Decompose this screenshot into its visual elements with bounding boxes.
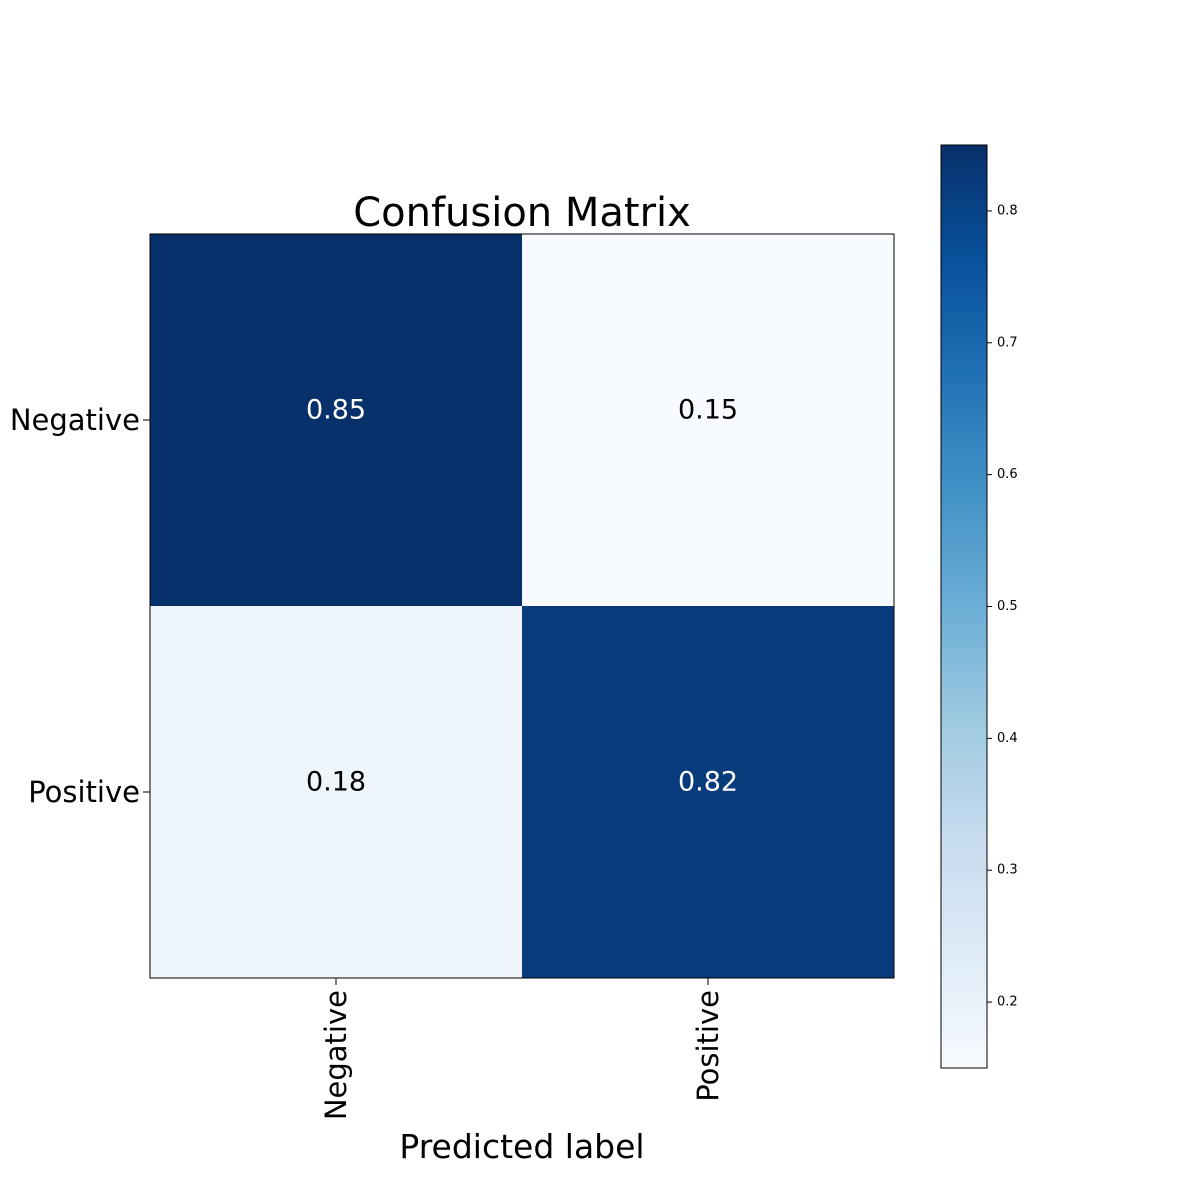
cell-value-0-1: 0.15	[678, 395, 738, 426]
y-tick-label-0: Negative	[10, 403, 140, 437]
heatmap-cells	[150, 234, 894, 978]
x-tick-label-0: Negative	[319, 990, 353, 1120]
heatmap-cell-0-1	[522, 234, 894, 606]
heatmap-cell-labels: 0.85 0.15 0.18 0.82	[306, 395, 738, 798]
x-axis-label: Predicted label	[399, 1127, 644, 1166]
x-tick-label-1: Positive	[691, 990, 725, 1102]
heatmap-cell-1-0	[150, 606, 522, 978]
colorbar-tick-label-4: 0.6	[997, 467, 1018, 482]
colorbar-tick-label-3: 0.5	[997, 599, 1018, 614]
heatmap-cell-0-0	[150, 234, 522, 606]
heatmap-cell-1-1	[522, 606, 894, 978]
y-axis-ticks: Negative Positive	[10, 403, 150, 809]
cell-value-1-1: 0.82	[678, 767, 738, 798]
colorbar-tick-label-5: 0.7	[997, 335, 1018, 350]
cell-value-1-0: 0.18	[306, 767, 366, 798]
colorbar-ticks: 0.2 0.3 0.4 0.5 0.6 0.7 0.8	[987, 203, 1018, 1010]
colorbar	[940, 144, 988, 1069]
cell-value-0-0: 0.85	[306, 395, 366, 426]
colorbar-tick-label-0: 0.2	[997, 995, 1018, 1010]
colorbar-tick-label-6: 0.8	[997, 203, 1018, 218]
y-tick-label-1: Positive	[28, 775, 140, 809]
plot-frame	[149, 233, 895, 979]
chart-title: Confusion Matrix	[353, 190, 691, 236]
x-axis-ticks: Negative Positive	[319, 978, 725, 1120]
colorbar-tick-label-1: 0.3	[997, 863, 1018, 878]
colorbar-tick-label-2: 0.4	[997, 731, 1018, 746]
